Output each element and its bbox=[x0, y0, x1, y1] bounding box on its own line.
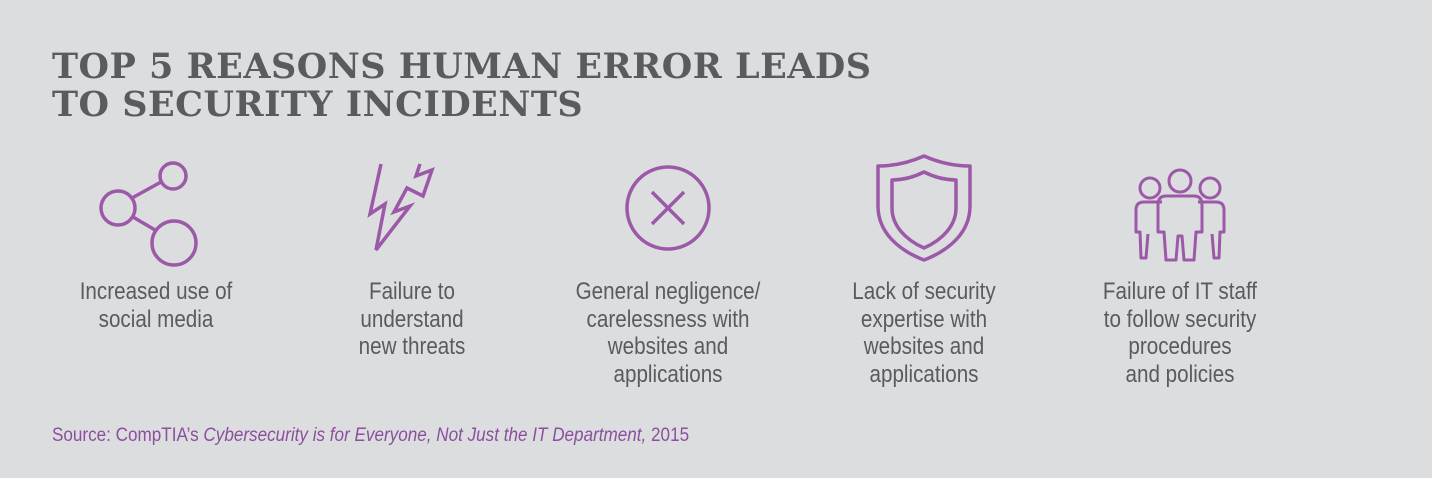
source-prefix: Source: CompTIA’s bbox=[52, 425, 204, 446]
title-line-1: TOP 5 REASONS HUMAN ERROR LEADS bbox=[52, 46, 872, 87]
reason-social-media: Increased use of social media bbox=[36, 150, 276, 333]
reason-label: Failure of IT staff to follow security p… bbox=[1102, 278, 1258, 388]
reason-label: General negligence/ carelessness with we… bbox=[575, 278, 761, 388]
lightning-bolt-icon bbox=[352, 150, 472, 270]
title-line-2: TO SECURITY INCIDENTS bbox=[52, 84, 584, 125]
reason-security-expertise: Lack of security expertise with websites… bbox=[804, 150, 1044, 388]
reason-label: Failure to understand new threats bbox=[358, 278, 466, 360]
source-citation: Source: CompTIA’s Cybersecurity is for E… bbox=[52, 425, 689, 447]
people-group-icon bbox=[1120, 150, 1240, 270]
reason-negligence: General negligence/ carelessness with we… bbox=[548, 150, 788, 388]
reason-label: Lack of security expertise with websites… bbox=[852, 278, 996, 388]
source-title: Cybersecurity is for Everyone, Not Just … bbox=[203, 425, 647, 446]
page-title: TOP 5 REASONS HUMAN ERROR LEADS TO SECUR… bbox=[52, 48, 952, 124]
reason-label: Increased use of social media bbox=[79, 278, 233, 333]
reason-new-threats: Failure to understand new threats bbox=[292, 150, 532, 361]
reason-it-staff: Failure of IT staff to follow security p… bbox=[1060, 150, 1300, 388]
source-year: 2015 bbox=[646, 425, 690, 446]
circle-x-icon bbox=[608, 150, 728, 270]
shield-icon bbox=[864, 150, 984, 270]
share-icon bbox=[96, 150, 216, 270]
